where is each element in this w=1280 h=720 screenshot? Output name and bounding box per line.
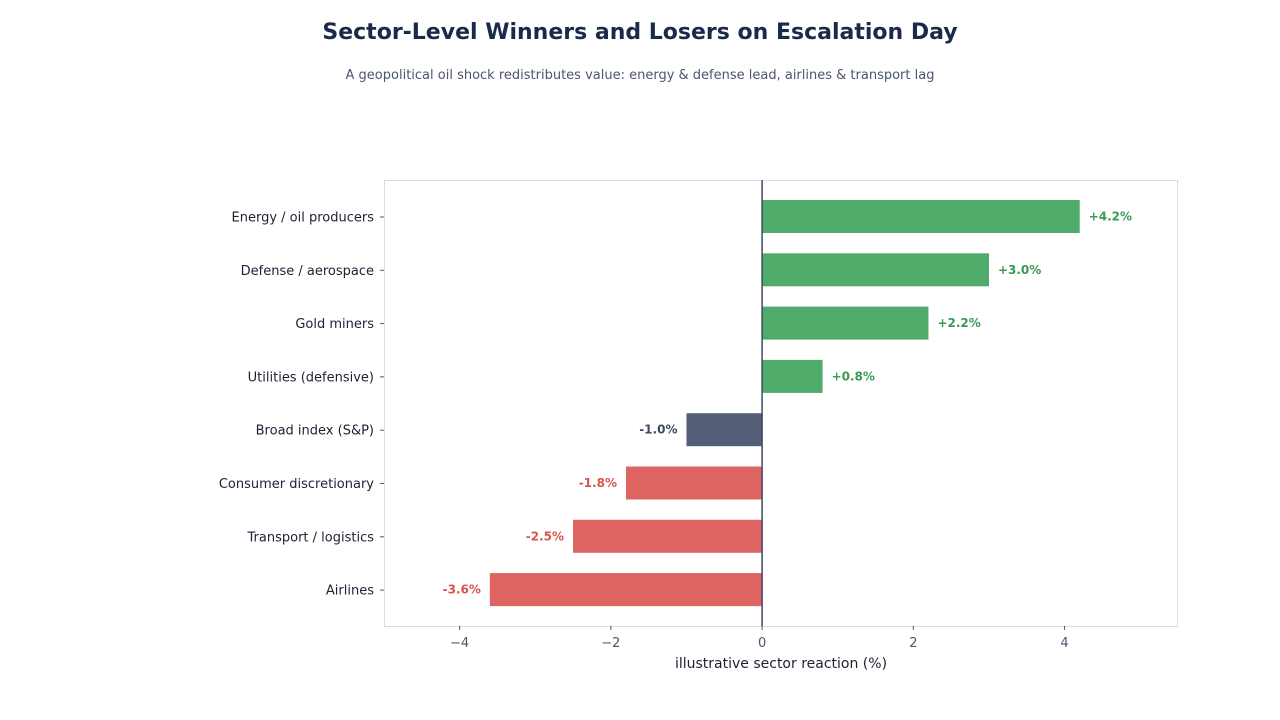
bars-layer xyxy=(489,200,1080,607)
x-axis-title: illustrative sector reaction (%) xyxy=(675,656,887,672)
value-label: -3.6% xyxy=(443,583,481,597)
category-labels: Energy / oil producers Defense / aerospac… xyxy=(219,211,384,599)
value-label: +3.0% xyxy=(998,263,1041,277)
bar-transport-logistics xyxy=(573,519,763,553)
chart-subtitle: A geopolitical oil shock redistributes v… xyxy=(345,68,935,83)
value-label: +0.8% xyxy=(832,369,875,383)
category-label: Defense / aerospace xyxy=(241,264,374,279)
category-label: Airlines xyxy=(326,584,374,599)
category-label: Broad index (S&P) xyxy=(256,424,374,439)
value-labels: +4.2% +3.0% +2.2% +0.8% -1.0% -1.8% -2.5% -3.6% xyxy=(443,210,1132,597)
x-tick-label: −2 xyxy=(601,636,620,651)
category-label: Transport / logistics xyxy=(247,530,375,545)
x-tick-label: −4 xyxy=(450,636,469,651)
bar-defense-aerospace xyxy=(762,253,989,287)
x-tick-label: 2 xyxy=(909,636,917,651)
bar-gold-miners xyxy=(762,306,929,340)
bar-energy-oil-producers xyxy=(762,200,1080,233)
category-label: Energy / oil producers xyxy=(232,211,375,226)
x-tick-label: 0 xyxy=(758,636,766,651)
x-tick-label: 4 xyxy=(1060,636,1068,651)
category-label: Consumer discretionary xyxy=(219,477,374,492)
bar-utilities-defensive xyxy=(762,359,823,393)
value-label: -1.0% xyxy=(639,423,677,437)
value-label: +4.2% xyxy=(1089,210,1132,224)
bar-broad-index-s-p xyxy=(686,413,763,447)
value-label: -2.5% xyxy=(526,529,564,543)
x-axis-ticks: −4 −2 0 2 4 xyxy=(450,626,1069,651)
bar-consumer-discretionary xyxy=(625,466,763,500)
value-label: +2.2% xyxy=(937,316,980,330)
category-label: Utilities (defensive) xyxy=(248,370,374,385)
chart-title: Sector-Level Winners and Losers on Escal… xyxy=(322,20,958,45)
plot-frame xyxy=(384,180,1178,627)
category-label: Gold miners xyxy=(295,317,374,332)
value-label: -1.8% xyxy=(579,476,617,490)
bar-airlines xyxy=(489,573,763,607)
